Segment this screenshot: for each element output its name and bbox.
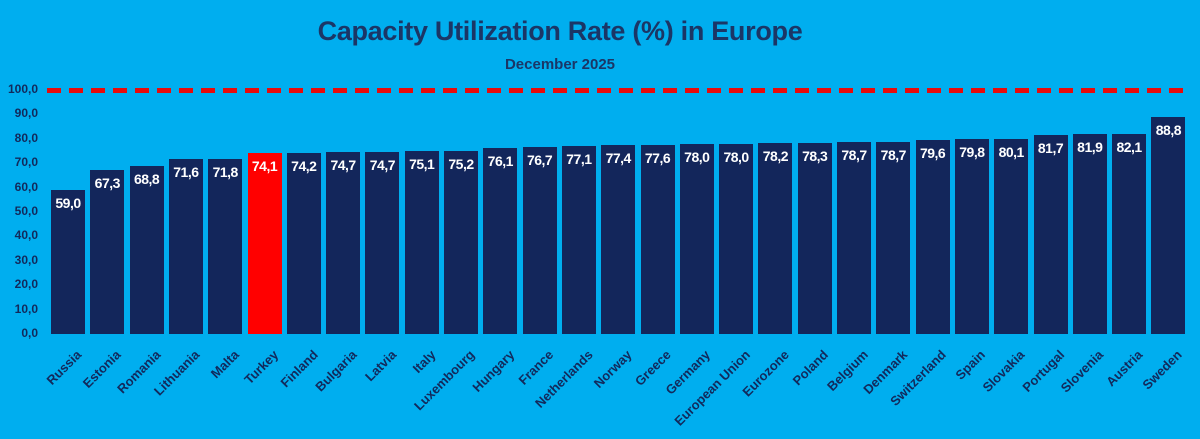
x-axis-label: Hungary [469, 347, 517, 395]
bar-value-label: 78,7 [880, 146, 907, 163]
bar-value-label: 77,1 [566, 150, 592, 167]
bar-finland: 74,2 [286, 152, 321, 334]
y-axis-tick-label: 80,0 [14, 130, 38, 145]
bar-estonia: 67,3 [90, 169, 125, 334]
bar-value-label: 79,8 [959, 144, 985, 161]
bar-austria: 82,1 [1112, 133, 1147, 334]
bar-luxembourg: 75,2 [444, 150, 478, 334]
bar-sweden: 88,8 [1151, 117, 1186, 334]
x-axis-label: Bulgaria [312, 347, 360, 395]
bar-value-label: 74,1 [251, 158, 278, 175]
bar-value-label: 78,2 [762, 148, 789, 165]
bar-eurozone: 78,2 [758, 143, 793, 334]
x-axis-label: Slovakia [979, 347, 1028, 395]
bar-bulgaria: 74,7 [326, 151, 361, 334]
bar-value-label: 75,1 [409, 155, 435, 172]
bar-malta: 71,8 [208, 158, 243, 334]
y-axis-tick-label: 100,0 [7, 82, 38, 96]
bar-poland: 78,3 [797, 142, 832, 334]
bar-value-label: 68,8 [133, 171, 160, 188]
y-axis-tick-label: 50,0 [14, 204, 38, 218]
bar-value-label: 80,1 [998, 143, 1025, 160]
bar-italy: 75,1 [404, 150, 439, 334]
reference-line-100 [47, 88, 1187, 93]
bar-russia: 59,0 [51, 190, 85, 334]
y-axis-tick-label: 90,0 [14, 106, 38, 121]
x-axis-label: Malta [207, 347, 242, 382]
bar-lithuania: 71,6 [168, 159, 203, 334]
bar-value-label: 71,6 [173, 164, 199, 181]
bar-germany: 78,0 [679, 143, 714, 334]
bar-hungary: 76,1 [483, 148, 518, 334]
bar-netherlands: 77,1 [561, 145, 596, 334]
y-axis-tick-label: 0,0 [21, 326, 38, 340]
y-axis-tick-label: 60,0 [14, 179, 38, 194]
bar-value-label: 79,6 [919, 144, 946, 161]
bar-spain: 79,8 [954, 139, 989, 334]
bar-european-union: 78,0 [719, 143, 754, 334]
bar-romania: 68,8 [129, 166, 164, 334]
x-axis-label: Turkey [241, 347, 282, 388]
x-axis-label: Austria [1103, 347, 1146, 390]
x-axis-label: Spain [952, 347, 989, 383]
chart-subtitle: December 2025 [504, 56, 616, 73]
bar-value-label: 75,2 [448, 155, 474, 172]
bar-value-label: 78,0 [684, 148, 710, 165]
x-axis-label: Slovenia [1057, 347, 1107, 396]
bar-value-label: 82,1 [1116, 138, 1142, 155]
x-axis-label: Norway [590, 347, 635, 391]
bar-value-label: 81,9 [1077, 139, 1103, 156]
bar-france: 76,7 [522, 146, 557, 334]
bar-value-label: 88,8 [1155, 122, 1182, 139]
y-axis-tick-label: 30,0 [14, 252, 38, 267]
bar-value-label: 67,3 [94, 174, 121, 191]
chart-title: Capacity Utilization Rate (%) in Europe [317, 16, 803, 46]
bar-slovenia: 81,9 [1072, 134, 1107, 334]
bar-slovakia: 80,1 [994, 138, 1029, 334]
bar-switzerland: 79,6 [915, 139, 950, 334]
bar-latvia: 74,7 [365, 151, 400, 334]
bar-value-label: 76,1 [487, 153, 514, 170]
x-axis-label: Russia [43, 347, 85, 388]
y-axis-tick-label: 70,0 [14, 155, 38, 170]
bar-value-label: 78,7 [841, 146, 867, 163]
x-axis-label: Italy [409, 347, 439, 377]
bar-value-label: 78,0 [723, 148, 749, 165]
bar-value-label: 74,2 [291, 157, 317, 174]
bar-value-label: 59,0 [55, 195, 81, 212]
bar-value-label: 71,8 [212, 163, 239, 180]
bar-value-label: 74,7 [330, 156, 356, 173]
bar-value-label: 81,7 [1037, 139, 1064, 156]
x-axis-label: Sweden [1139, 347, 1185, 393]
bar-denmark: 78,7 [876, 141, 911, 334]
bar-norway: 77,4 [601, 145, 636, 334]
y-axis-tick-label: 40,0 [14, 228, 38, 243]
y-axis-tick-label: 20,0 [14, 277, 38, 292]
bar-value-label: 78,3 [802, 147, 828, 164]
bar-value-label: 77,6 [644, 149, 671, 166]
y-axis-tick-label: 10,0 [14, 301, 38, 316]
bar-greece: 77,6 [640, 144, 675, 334]
bar-belgium: 78,7 [837, 141, 871, 334]
bar-turkey: 74,1 [247, 153, 282, 334]
bar-value-label: 76,7 [526, 151, 553, 168]
bar-portugal: 81,7 [1033, 134, 1068, 334]
x-axis-label: Latvia [361, 347, 399, 385]
bar-value-label: 74,7 [369, 156, 396, 173]
bar-value-label: 77,4 [605, 150, 632, 167]
